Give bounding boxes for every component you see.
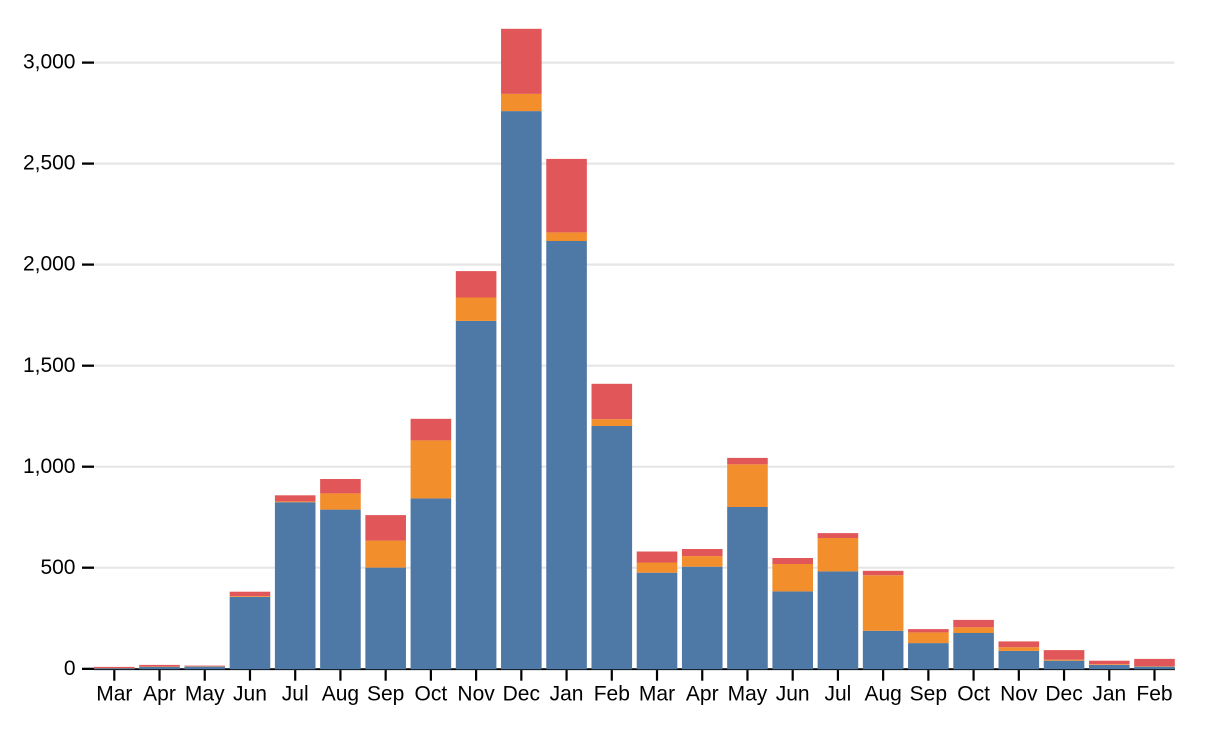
svg-text:Apr: Apr bbox=[686, 683, 719, 706]
svg-text:Jun: Jun bbox=[233, 683, 267, 706]
svg-text:0: 0 bbox=[64, 657, 76, 680]
svg-text:Jan: Jan bbox=[550, 683, 584, 706]
svg-text:1,500: 1,500 bbox=[23, 354, 76, 377]
svg-text:Aug: Aug bbox=[864, 683, 901, 706]
svg-text:Sep: Sep bbox=[910, 683, 947, 706]
svg-text:500: 500 bbox=[40, 556, 75, 579]
svg-text:Jan: Jan bbox=[1092, 683, 1126, 706]
svg-text:Sep: Sep bbox=[367, 683, 404, 706]
svg-text:May: May bbox=[728, 683, 768, 706]
svg-text:Jun: Jun bbox=[776, 683, 810, 706]
svg-text:Aug: Aug bbox=[322, 683, 359, 706]
svg-text:Apr: Apr bbox=[143, 683, 176, 706]
svg-text:1,000: 1,000 bbox=[23, 455, 76, 478]
svg-text:Mar: Mar bbox=[639, 683, 675, 706]
svg-text:Mar: Mar bbox=[96, 683, 132, 706]
svg-text:Oct: Oct bbox=[957, 683, 990, 706]
svg-text:Dec: Dec bbox=[1045, 683, 1082, 706]
svg-text:Nov: Nov bbox=[457, 683, 495, 706]
svg-text:2,000: 2,000 bbox=[23, 253, 76, 276]
svg-text:Jul: Jul bbox=[282, 683, 309, 706]
svg-text:Jul: Jul bbox=[824, 683, 851, 706]
svg-text:Dec: Dec bbox=[503, 683, 540, 706]
svg-text:Feb: Feb bbox=[594, 683, 630, 706]
svg-text:Nov: Nov bbox=[1000, 683, 1038, 706]
svg-text:Feb: Feb bbox=[1136, 683, 1172, 706]
svg-text:3,000: 3,000 bbox=[23, 51, 76, 74]
svg-text:May: May bbox=[185, 683, 225, 706]
svg-text:2,500: 2,500 bbox=[23, 152, 76, 175]
svg-text:Oct: Oct bbox=[415, 683, 448, 706]
